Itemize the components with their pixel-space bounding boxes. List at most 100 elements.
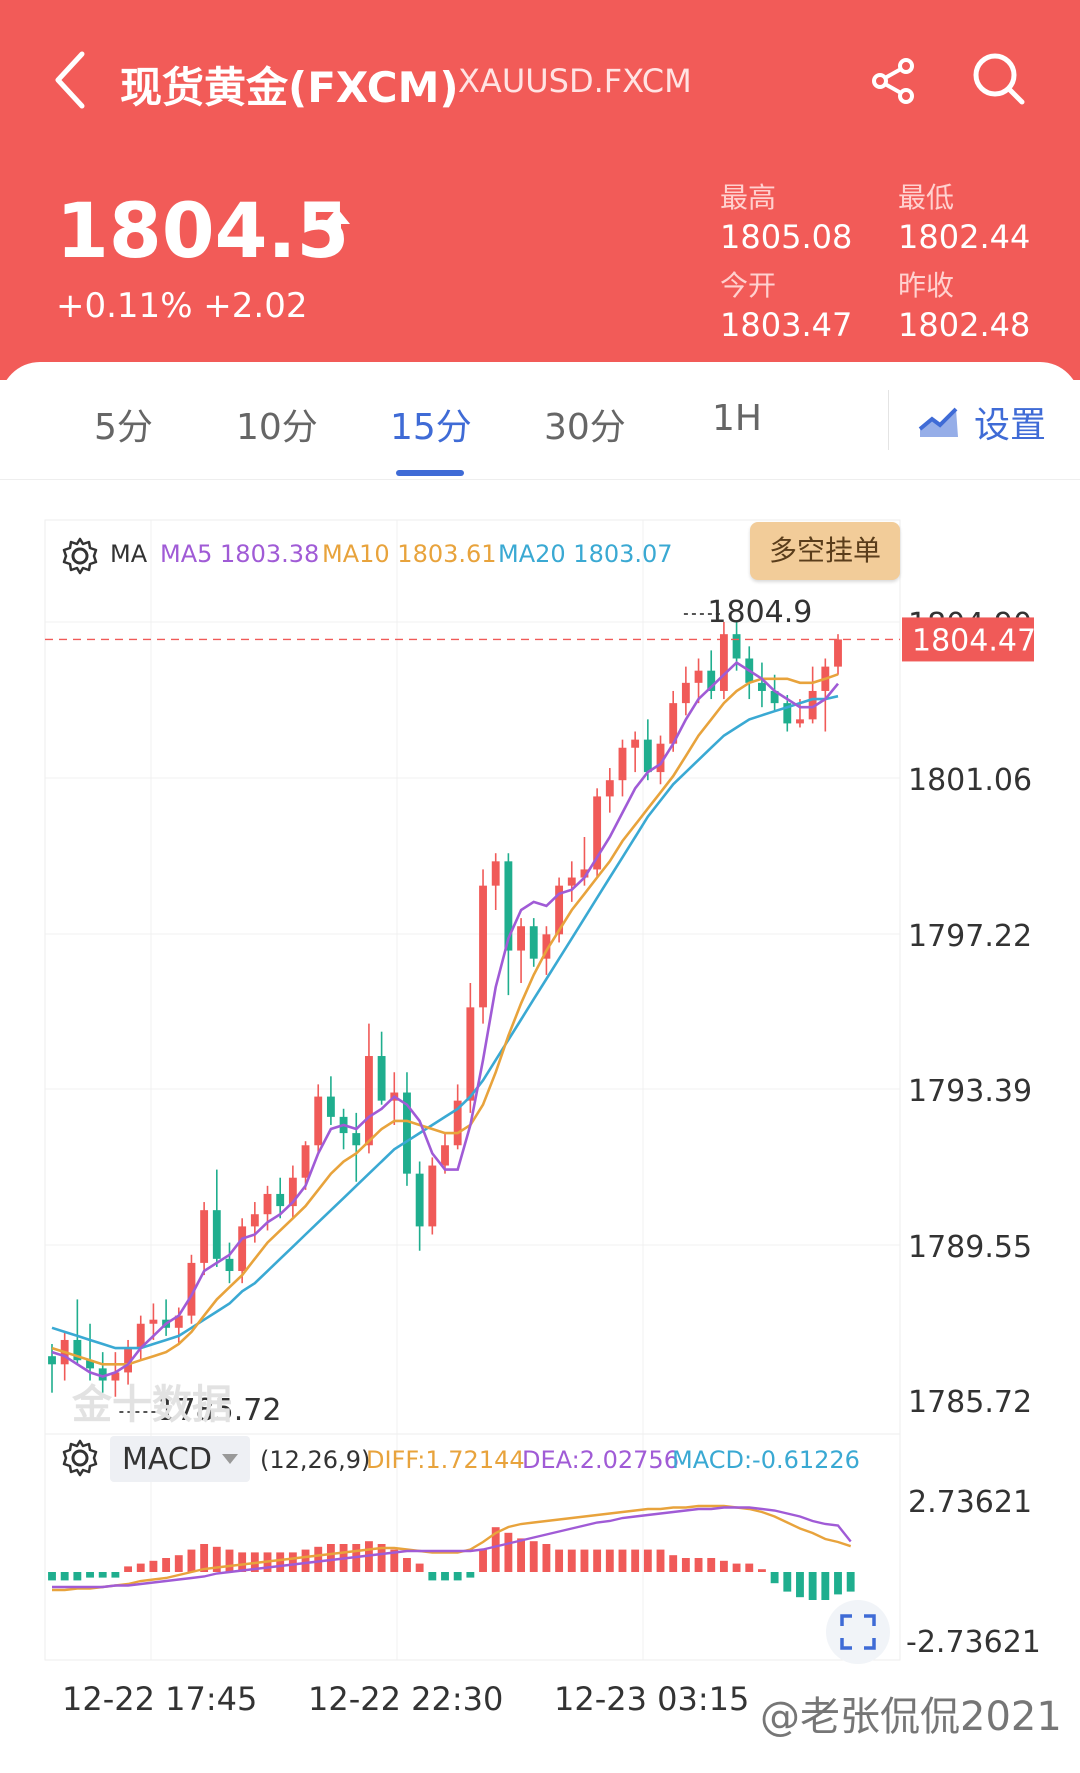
macd-bar — [162, 1558, 171, 1572]
macd-bar — [580, 1549, 589, 1572]
macd-bar — [73, 1572, 82, 1581]
macd-bar — [808, 1572, 817, 1600]
macd-bar — [846, 1572, 855, 1592]
fullscreen-button[interactable] — [826, 1600, 890, 1664]
candle-body — [415, 1173, 424, 1227]
macd-bar — [605, 1549, 614, 1572]
candle-body — [187, 1262, 196, 1316]
candle-body — [517, 926, 525, 951]
macd-bar — [656, 1549, 665, 1572]
candle-body — [136, 1323, 145, 1349]
candle-body — [618, 747, 627, 781]
candle-body — [631, 739, 640, 748]
candle-body — [479, 885, 487, 1008]
macd-bar — [225, 1549, 234, 1572]
candle-body — [225, 1258, 234, 1272]
stat-low-label: 最低 — [898, 181, 955, 214]
chart-settings-icon — [918, 407, 958, 437]
tab-15min[interactable]: 15分 — [390, 407, 472, 448]
chevron-down-icon — [221, 1454, 238, 1464]
fullscreen-icon — [840, 1614, 876, 1650]
candle-body — [263, 1193, 272, 1215]
candle-body — [377, 1056, 386, 1101]
candle-body — [491, 861, 500, 886]
macd-settings-gear-icon[interactable] — [60, 1438, 100, 1478]
y-tick-label: 1801.06 — [908, 763, 1032, 798]
macd-bar — [441, 1572, 449, 1581]
candle-body — [98, 1368, 107, 1381]
symbol-code: XAUUSD.FXCM — [458, 62, 692, 100]
search-icon[interactable] — [970, 50, 1026, 106]
candle-body — [301, 1145, 310, 1178]
tab-5min[interactable]: 5分 — [94, 407, 153, 448]
candle-body — [276, 1193, 285, 1207]
candle-body — [200, 1210, 209, 1263]
macd-bar — [593, 1549, 602, 1572]
tab-1h[interactable]: 1H — [712, 398, 762, 439]
candle-body — [834, 639, 842, 667]
candle-body — [694, 670, 703, 683]
candle-body — [719, 634, 728, 691]
candle-body — [86, 1360, 94, 1369]
macd-bar — [453, 1572, 462, 1581]
candle-body — [808, 690, 817, 720]
macd-bar — [681, 1558, 690, 1572]
candle-body — [770, 690, 779, 704]
macd-bar — [124, 1566, 132, 1572]
ma-settings-gear-icon[interactable] — [60, 536, 100, 576]
stat-prevclose-label: 昨收 — [898, 269, 955, 302]
macd-bar — [428, 1572, 437, 1581]
candle-body — [783, 703, 792, 724]
candle-body — [593, 796, 602, 870]
share-icon[interactable] — [868, 56, 918, 106]
macd-bar — [86, 1572, 94, 1578]
candle-body — [288, 1177, 297, 1207]
macd-bar — [504, 1532, 513, 1572]
candle-body — [403, 1092, 411, 1174]
stat-high-label: 最高 — [720, 181, 777, 214]
macd-bar — [719, 1560, 728, 1572]
page-title: 现货黄金(FXCM) — [120, 63, 459, 112]
tab-divider — [888, 390, 889, 450]
macd-bar — [529, 1541, 538, 1572]
ma10-line — [51, 673, 839, 1366]
macd-bar — [301, 1549, 310, 1572]
candle-body — [529, 926, 538, 959]
y-tick-label: 1785.72 — [908, 1385, 1032, 1420]
candle-body — [238, 1226, 247, 1272]
candle-body — [111, 1372, 120, 1381]
candle-body — [453, 1100, 462, 1146]
macd-bar — [48, 1572, 56, 1581]
price-change: +0.11% +2.02 — [56, 286, 308, 326]
candle-body — [605, 780, 614, 797]
settings-button[interactable]: 设置 — [918, 398, 1046, 446]
candle-body — [365, 1056, 373, 1146]
stat-high-value: 1805.08 — [720, 218, 853, 256]
macd-bar — [567, 1549, 576, 1572]
candle-body — [441, 1145, 449, 1166]
high-marker-label: 1804.9 — [707, 595, 812, 630]
stat-open-label: 今开 — [720, 269, 777, 302]
candle-body — [212, 1210, 221, 1259]
interval-tabs: 5分 10分 15分 30分 1H 设置 — [0, 362, 1080, 480]
candle-body — [124, 1348, 132, 1373]
tab-10min[interactable]: 10分 — [236, 407, 318, 448]
macd-bar — [834, 1572, 842, 1595]
ma20-line — [51, 694, 839, 1350]
macd-bar — [187, 1549, 196, 1572]
y-tick-label: 1793.39 — [908, 1074, 1032, 1109]
current-price: 1804.5 — [56, 186, 350, 275]
macd-bar — [669, 1555, 678, 1572]
y-tick-label: 1797.22 — [908, 919, 1032, 954]
back-arrow-icon[interactable] — [48, 48, 96, 112]
tab-30min[interactable]: 30分 — [544, 407, 626, 448]
macd-bar — [758, 1569, 766, 1572]
candle-body — [504, 861, 513, 951]
chart-frame — [44, 519, 901, 1661]
macd-bar — [770, 1572, 779, 1584]
macd-bar — [200, 1544, 209, 1572]
macd-bar — [174, 1555, 183, 1572]
